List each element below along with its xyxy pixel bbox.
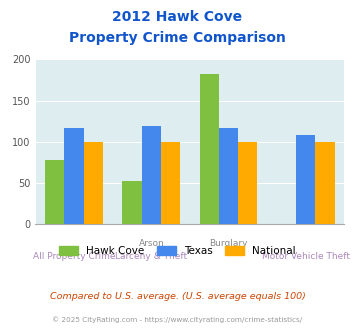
Bar	[161, 142, 180, 224]
Bar	[142, 126, 161, 224]
Text: Compared to U.S. average. (U.S. average equals 100): Compared to U.S. average. (U.S. average …	[50, 292, 305, 301]
Text: © 2025 CityRating.com - https://www.cityrating.com/crime-statistics/: © 2025 CityRating.com - https://www.city…	[53, 317, 302, 323]
Text: Motor Vehicle Theft: Motor Vehicle Theft	[262, 252, 350, 261]
Bar	[84, 142, 103, 224]
Text: Burglary: Burglary	[209, 239, 248, 248]
Bar	[65, 128, 84, 224]
Legend: Hawk Cove, Texas, National: Hawk Cove, Texas, National	[55, 242, 300, 260]
Bar	[219, 128, 238, 224]
Text: All Property Crime: All Property Crime	[33, 252, 115, 261]
Bar	[45, 160, 65, 224]
Bar	[296, 135, 315, 224]
Bar	[122, 182, 142, 224]
Text: Larceny & Theft: Larceny & Theft	[115, 252, 187, 261]
Bar	[315, 142, 335, 224]
Text: Arson: Arson	[138, 239, 164, 248]
Text: Property Crime Comparison: Property Crime Comparison	[69, 31, 286, 45]
Bar	[238, 142, 257, 224]
Text: 2012 Hawk Cove: 2012 Hawk Cove	[113, 10, 242, 24]
Bar	[200, 74, 219, 224]
